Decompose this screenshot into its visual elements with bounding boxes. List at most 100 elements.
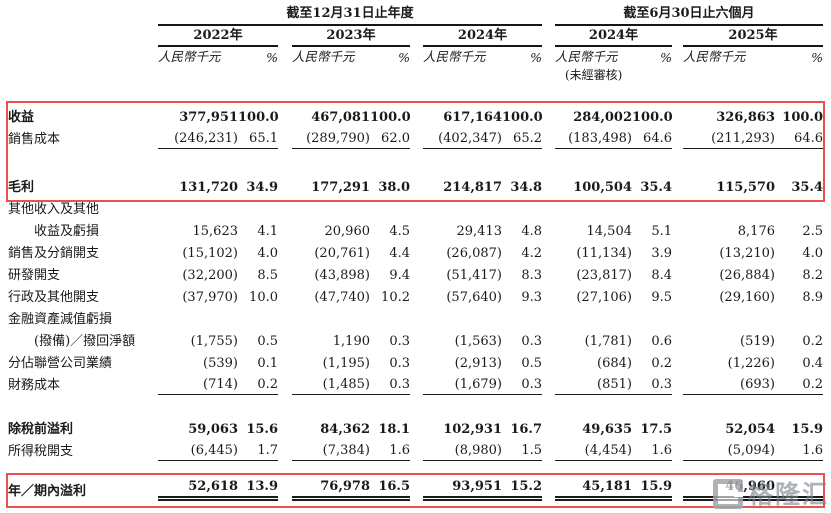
cell-value: (11,134) [576,246,632,261]
gelonghui-logo-icon [712,479,743,509]
row-label: 財務成本 [8,378,61,393]
cell-percent: 100.0 [502,110,543,125]
cell-percent: 100.0 [238,110,279,125]
cell-value: (539) [203,356,238,371]
header-unit-label: 人民幣千元 [555,49,618,64]
table-row: 銷售成本 (246,231) 65.1 (289,790) 62.0 (402,347) 6… [8,127,823,149]
cell-percent: 3.9 [651,246,672,261]
table-header-units: 人民幣千元% 人民幣千元% 人民幣千元% 人民幣千元% 人民幣千元% [8,46,823,66]
cell-percent: 0.3 [632,377,672,395]
header-unit-label: 人民幣千元 [292,49,355,64]
cell-percent: 4.4 [389,246,410,261]
cell-percent: 17.5 [640,422,672,437]
header-percent-label: % [530,50,542,65]
cell-percent: 4.5 [389,224,410,239]
cell-percent: 64.6 [775,131,823,149]
table-row: 毛利 131,720 34.9 177,291 38.0 214,817 34.8 100,5… [8,175,823,197]
cell-percent: 16.7 [510,422,542,437]
cell-value: 15,623 [192,224,239,239]
table-row: 銷售及分銷開支 (15,102) 4.0 (20,761) 4.4 (26,087) 4.2… [8,241,823,263]
cell-percent: 0.3 [502,377,542,395]
cell-percent: 15.6 [246,422,278,437]
cell-value: (183,498) [555,131,632,149]
cell-value: 1,190 [332,334,370,349]
cell-percent: 34.9 [246,180,278,195]
cell-value: (693) [683,377,775,395]
header-percent-label: % [811,50,823,65]
table-header-groups: 截至12月31日止年度 截至6月30日止六個月 [8,2,823,26]
row-label: 銷售及分銷開支 [8,246,100,261]
cell-value: (29,160) [719,290,775,305]
cell-value: (43,898) [314,268,370,283]
cell-percent: 35.4 [791,180,823,195]
cell-value: (1,679) [423,377,502,395]
cell-percent: 0.3 [521,334,542,349]
cell-percent: 10.2 [381,290,410,305]
cell-value: 8,176 [737,224,775,239]
cell-value: 115,570 [716,180,775,195]
row-label: 除稅前溢利 [8,422,74,437]
cell-percent: 4.0 [257,246,278,261]
table-header-years: 2022年 2023年 2024年 2024年 2025年 [8,24,823,47]
header-unit-label: 人民幣千元 [423,49,486,64]
cell-percent: 15.2 [502,479,542,501]
table-row: 行政及其他開支 (37,970) 10.0 (47,740) 10.2 (57,640) 9… [8,285,823,307]
row-label: 所得稅開支 [8,444,74,459]
row-label: 其他收入及其他 [8,202,100,217]
row-label: 年／期內溢利 [8,484,87,499]
cell-percent: 62.0 [370,131,410,149]
cell-value: (51,417) [446,268,502,283]
table-row: 分佔聯營公司業績 (539) 0.1 (1,195) 0.3 (2,913) 0.5 (684… [8,351,823,373]
cell-percent: 8.5 [257,268,278,283]
cell-value: (1,226) [727,356,775,371]
table-row: 財務成本 (714) 0.2 (1,485) 0.3 (1,679) 0.3 (851) 0.3… [8,373,823,395]
table-row: 收益及虧損 15,623 4.1 20,960 4.5 29,413 4.8 14,504 5.… [8,219,823,241]
cell-percent: 100.0 [782,110,823,125]
cell-value: (32,200) [182,268,238,283]
cell-value: 49,635 [582,422,632,437]
header-year: 2025年 [683,24,823,47]
cell-percent: 100.0 [632,110,673,125]
table-row: 金融資產減值虧損 [8,307,823,329]
cell-percent: 4.1 [257,224,278,239]
cell-percent: 0.2 [651,356,672,371]
table-row: 收益 377,951 100.0 467,081 100.0 617,164 100.0 28… [8,105,823,127]
cell-value: 84,362 [320,422,370,437]
cell-value: 76,978 [292,479,370,501]
header-group-annual: 截至12月31日止年度 [158,2,542,26]
row-label: 毛利 [8,180,35,195]
row-label: 金融資產減值虧損 [8,312,113,327]
cell-percent: 0.3 [370,377,410,395]
cell-percent: 38.0 [378,180,410,195]
cell-value: 45,181 [555,479,632,501]
cell-value: (8,980) [423,443,502,461]
cell-value: 284,002 [573,110,632,125]
cell-value: (26,884) [719,268,775,283]
header-unaudited-note: (未經審核) [565,68,623,82]
watermark-text: 格隆汇 [747,479,829,509]
cell-value: (1,755) [190,334,238,349]
cell-percent: 1.6 [370,443,410,461]
header-year: 2024年 [555,24,672,47]
cell-value: (15,102) [182,246,238,261]
cell-percent: 9.3 [521,290,542,305]
cell-value: (2,913) [454,356,502,371]
cell-value: (23,817) [576,268,632,283]
cell-percent: 5.1 [651,224,672,239]
cell-percent: 1.5 [502,443,542,461]
cell-value: 177,291 [311,180,370,195]
cell-value: (246,231) [158,131,238,149]
cell-percent: 0.2 [802,334,823,349]
cell-percent: 13.9 [238,479,278,501]
row-label: 研發開支 [8,268,61,283]
cell-percent: 35.4 [640,180,672,195]
table-body: 收益 377,951 100.0 467,081 100.0 617,164 100.0 28… [8,105,823,501]
cell-percent: 0.4 [802,356,823,371]
cell-percent: 9.4 [389,268,410,283]
cell-value: 59,063 [188,422,238,437]
cell-value: (13,210) [719,246,775,261]
cell-percent: 10.0 [249,290,278,305]
cell-percent: 0.2 [775,377,823,395]
cell-percent: 1.7 [238,443,278,461]
cell-value: (5,094) [683,443,775,461]
